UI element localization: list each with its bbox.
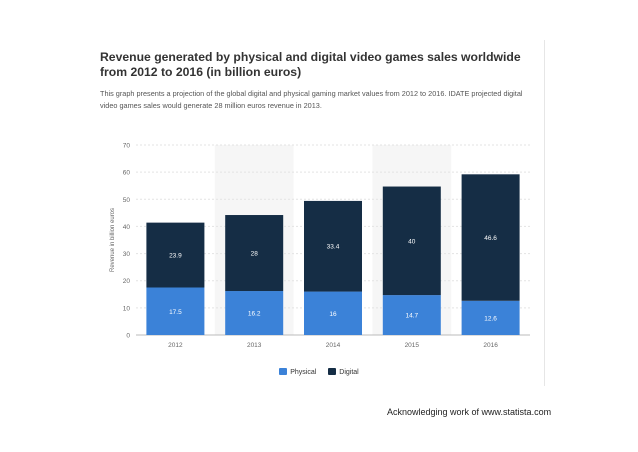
y-tick-label: 60 — [123, 170, 131, 177]
data-label: 46.6 — [484, 235, 497, 242]
x-tick-label: 2013 — [247, 342, 262, 349]
data-label: 33.4 — [327, 244, 340, 251]
y-tick-label: 10 — [123, 305, 131, 312]
chart-title: Revenue generated by physical and digita… — [100, 50, 521, 79]
panel-divider — [544, 40, 545, 386]
data-label: 40 — [408, 238, 416, 245]
data-label: 12.6 — [484, 315, 497, 322]
y-tick-label: 20 — [123, 278, 131, 285]
data-label: 28 — [251, 251, 259, 258]
data-label: 23.9 — [169, 253, 182, 260]
legend-label-digital: Digital — [339, 369, 359, 376]
x-tick-label: 2016 — [483, 342, 498, 349]
legend-item-digital[interactable]: Digital — [328, 368, 359, 376]
y-tick-label: 40 — [123, 224, 131, 231]
bar-physical — [461, 300, 520, 335]
data-label: 17.5 — [169, 309, 182, 316]
y-tick-label: 30 — [123, 251, 131, 258]
data-label: 16.2 — [248, 311, 261, 318]
legend-swatch-digital — [328, 368, 337, 375]
x-tick-label: 2015 — [405, 342, 420, 349]
x-tick-label: 2014 — [326, 342, 341, 349]
bar-digital — [225, 215, 284, 292]
legend-item-physical[interactable]: Physical — [279, 368, 316, 376]
bar-digital — [304, 200, 362, 292]
chart-subtitle: This graph presents a projection of the … — [100, 89, 523, 110]
legend-swatch-physical — [279, 368, 288, 375]
bar-digital — [461, 174, 520, 301]
credit-text: Acknowledging work of www.statista.com — [387, 407, 552, 417]
bar-digital — [382, 186, 441, 296]
bar-digital — [146, 222, 205, 288]
bar-physical — [304, 291, 362, 335]
chart-legend: Physical Digital — [0, 368, 638, 376]
y-tick-label: 50 — [123, 197, 131, 204]
x-tick-label: 2012 — [168, 342, 183, 349]
y-tick-label: 0 — [126, 333, 130, 340]
y-axis-label: Revenue in billion euros — [110, 208, 116, 272]
bar-physical — [146, 287, 205, 335]
data-label: 14.7 — [405, 313, 418, 320]
bar-physical — [382, 295, 441, 335]
data-label: 16 — [329, 311, 337, 318]
y-tick-label: 70 — [123, 143, 131, 150]
bar-physical — [225, 291, 284, 335]
legend-label-physical: Physical — [290, 369, 317, 376]
